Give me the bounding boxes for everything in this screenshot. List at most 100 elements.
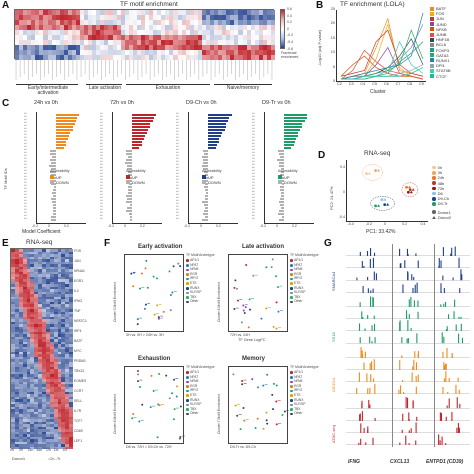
rnaseq-heatmap-cell	[42, 271, 47, 275]
heatmap-cell	[112, 25, 117, 31]
rnaseq-heatmap-cell	[53, 334, 58, 337]
colorbar-tick: 0.2	[287, 20, 292, 25]
legend-up-row: UP	[126, 175, 156, 180]
rnaseq-heatmap-cell	[14, 289, 19, 292]
rnaseq-heatmap-cell	[61, 326, 66, 330]
rnaseq-heatmap-cell	[65, 371, 70, 375]
heatmap-cell	[80, 50, 85, 56]
signal-peak	[363, 266, 365, 269]
rnaseq-heatmap-cell	[26, 264, 31, 267]
rnaseq-heatmap-cell	[57, 324, 62, 327]
rnaseq-heatmap-cell	[49, 391, 54, 395]
rnaseq-heatmap-cell	[42, 249, 47, 252]
rnaseq-heatmap-cell	[49, 309, 54, 312]
heatmap-cell	[250, 10, 255, 16]
rnaseq-heatmap-cell	[45, 296, 50, 300]
pca-legend-item: D9-Ch	[432, 196, 472, 201]
quad-common-xlabel: TF Gene LogFC	[238, 338, 266, 342]
signal-peak	[445, 363, 447, 370]
rnaseq-heatmap-cell	[38, 384, 43, 387]
lola-legend-item: CTCF	[430, 73, 470, 79]
heatmap-cell	[116, 40, 121, 46]
coef-bar-down	[52, 204, 56, 206]
pca-point-donor2	[377, 168, 381, 172]
rnaseq-heatmap-cell	[14, 364, 19, 367]
rnaseq-heatmap-cell	[49, 284, 54, 287]
rnaseq-heatmap-cell	[30, 406, 35, 410]
rnaseq-heatmap-cell	[38, 254, 43, 257]
rnaseq-heatmap-cell	[22, 296, 27, 300]
rnaseq-heatmap-cell	[45, 326, 50, 330]
legend-swatch	[50, 180, 54, 185]
rnaseq-heatmap-cell	[65, 391, 70, 395]
heatmap-cell	[27, 25, 32, 31]
rnaseq-heatmap-cell	[11, 256, 16, 260]
rnaseq-heatmap-cell	[11, 416, 16, 420]
heatmap-cell	[124, 30, 129, 36]
heatmap-cell	[128, 40, 133, 46]
rnaseq-heatmap-cell	[42, 254, 47, 257]
rnaseq-heatmap-cell	[18, 341, 23, 345]
motif-id-label: ▪▪▪	[24, 166, 27, 169]
rnaseq-heatmap-cell	[22, 324, 27, 327]
rnaseq-heatmap-cell	[38, 276, 43, 280]
rnaseq-heatmap-cell	[18, 271, 23, 275]
rnaseq-heatmap-cell	[14, 314, 19, 317]
rnaseq-heatmap-cell	[57, 344, 62, 347]
heatmap-cell	[116, 45, 121, 51]
rnaseq-heatmap-cell	[30, 309, 35, 312]
heatmap-cell	[250, 45, 255, 51]
rnaseq-heatmap-cell	[38, 366, 43, 370]
lola-y-tick: 10	[330, 50, 335, 55]
rnaseq-heatmap-cell	[45, 446, 50, 450]
tf-point-label: ▪▪▪	[280, 309, 283, 313]
heatmap-colorbar	[280, 9, 285, 49]
rnaseq-heatmap-cell	[22, 286, 27, 290]
signal-peak	[368, 400, 370, 409]
rnaseq-heatmap-cell	[57, 331, 62, 335]
rnaseq-heatmap-cell	[53, 256, 58, 260]
rnaseq-heatmap-cell	[65, 446, 70, 450]
rnaseq-heatmap-cell	[38, 281, 43, 285]
rnaseq-heatmap-cell	[53, 299, 58, 302]
signal-peak	[417, 353, 419, 358]
legend-dot	[290, 385, 293, 388]
coef-bar-down	[51, 156, 56, 158]
heatmap-cell	[258, 20, 263, 26]
motif-id-label: ▪▪▪	[252, 154, 255, 157]
rnaseq-heatmap-cell	[11, 351, 16, 355]
quad-plot-area: ▪▪▪ ▪▪▪ ▪▪▪ ▪▪▪ ▪▪▪ ▪▪▪ ▪▪▪ ▪▪▪ ▪▪▪	[124, 366, 185, 444]
tf-point-label: ▪▪▪	[278, 421, 281, 425]
rnaseq-heatmap-cell	[30, 379, 35, 382]
rnaseq-heatmap-cell	[45, 309, 50, 312]
gene-label: NFATC1	[74, 319, 87, 323]
rnaseq-heatmap-cell	[45, 254, 50, 257]
heatmap-cell	[104, 55, 109, 61]
pca-point-donor2	[411, 188, 415, 191]
heatmap-cell	[246, 15, 251, 21]
rnaseq-heatmap-cell	[11, 286, 16, 290]
heatmap-cell	[88, 10, 93, 16]
signal-peak	[360, 423, 362, 433]
rnaseq-heatmap-cell	[49, 406, 54, 410]
signal-peak	[417, 260, 419, 269]
motif-id-label: ▪▪▪	[176, 151, 179, 154]
heatmap-cell	[153, 50, 158, 56]
rnaseq-heatmap-cell	[34, 294, 39, 297]
tf-point-label: ▪▪▪	[239, 413, 242, 417]
rnaseq-heatmap-cell	[18, 291, 23, 295]
coef-bar-up	[132, 135, 146, 137]
coef-x-tick: -0.2	[32, 224, 39, 228]
tf-point-label: ▪▪▪	[265, 383, 268, 387]
heatmap-cell	[222, 20, 227, 26]
rnaseq-heatmap-cell	[11, 414, 16, 417]
coef-bar-down	[51, 162, 56, 164]
sample-label: 48h	[36, 448, 43, 452]
coef-bar-up	[208, 120, 229, 122]
rnaseq-heatmap-cell	[53, 419, 58, 422]
rnaseq-heatmap-cell	[57, 336, 62, 340]
heatmap-cell	[145, 35, 150, 41]
signal-peak	[439, 411, 441, 421]
heatmap-cell	[132, 40, 138, 46]
motif-id-label: ▪▪▪	[24, 199, 27, 202]
